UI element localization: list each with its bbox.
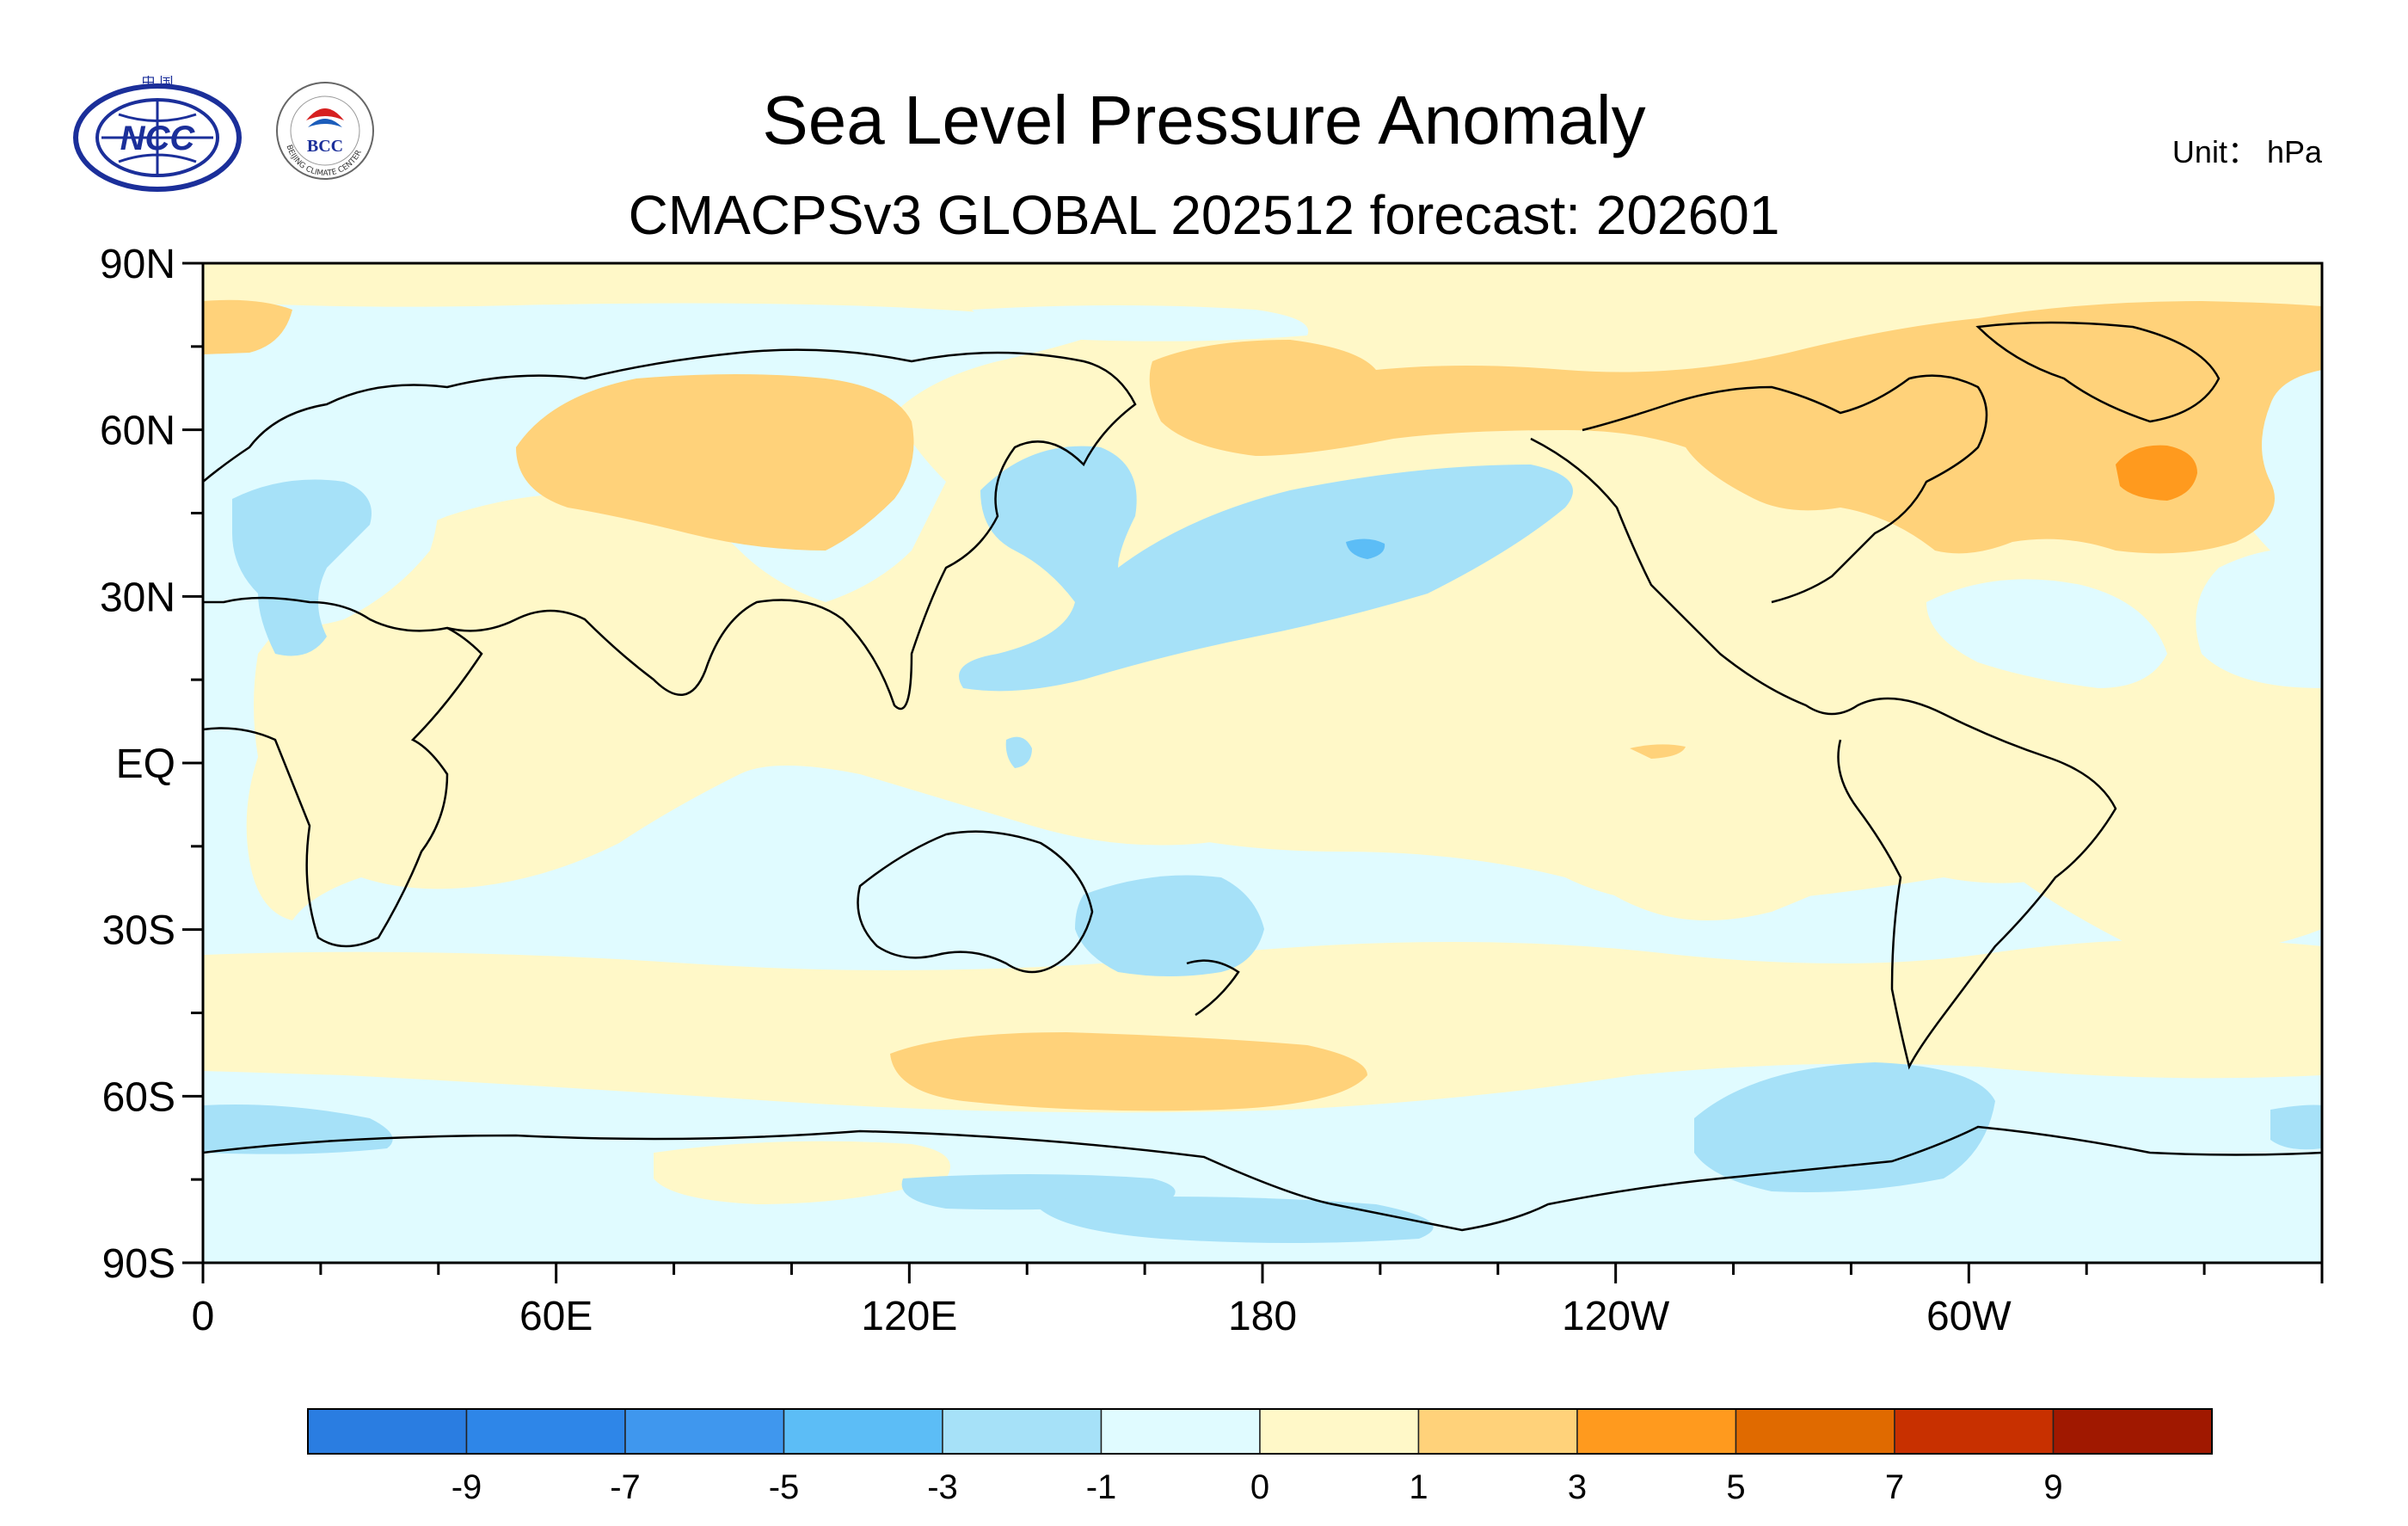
colorbar-label: -3 xyxy=(927,1468,958,1506)
negative-3-regions xyxy=(203,446,2322,1243)
lat-tick-label: 30S xyxy=(102,908,175,954)
lon-tick-label: 120W xyxy=(1562,1294,1670,1339)
colorbar-swatch xyxy=(1894,1408,2055,1455)
lon-tick-label: 120E xyxy=(861,1294,957,1339)
lat-tick-label: 30N xyxy=(100,575,175,620)
coastlines xyxy=(203,321,2322,1232)
colorbar-swatch xyxy=(1100,1408,1261,1455)
colorbar-label: 5 xyxy=(1726,1468,1745,1506)
ncc-logo-top-text: 中 国 xyxy=(141,76,173,89)
longitude-axis: 0 60E 120E 180 120W 60W xyxy=(192,1263,2324,1339)
colorbar-swatch xyxy=(624,1408,785,1455)
lon-tick-label: 0 xyxy=(192,1294,215,1339)
page-title: Sea Level Pressure Anomaly xyxy=(762,82,1646,158)
colorbar-swatch xyxy=(1576,1408,1737,1455)
negative-5-core xyxy=(1346,538,1385,559)
ncc-logo: NCC 中 国 xyxy=(73,76,242,192)
colorbar-label: -9 xyxy=(452,1468,482,1506)
bcc-logo-text: BCC xyxy=(307,137,343,156)
colorbar-swatch xyxy=(1417,1408,1578,1455)
anomaly-field xyxy=(203,263,2322,1263)
colorbar-label: 9 xyxy=(2043,1468,2062,1506)
latitude-axis: 90N 60N 30N EQ 30S 60S 90S xyxy=(100,242,203,1287)
colorbar-label: 0 xyxy=(1250,1468,1269,1506)
colorbar-swatch xyxy=(465,1408,626,1455)
lon-tick-label: 60W xyxy=(1926,1294,2012,1339)
colorbar-swatch xyxy=(942,1408,1103,1455)
lat-tick-label: 60S xyxy=(102,1074,175,1120)
lat-tick-label: EQ xyxy=(116,741,175,787)
colorbar-swatch xyxy=(1735,1408,1895,1455)
unit-label: Unit： hPa xyxy=(2172,134,2322,169)
colorbar-frame xyxy=(307,1408,2213,1455)
lon-tick-label: 60E xyxy=(519,1294,593,1339)
colorbar: -9 -7 -5 -3 -1 0 1 3 5 7 9 xyxy=(307,1408,2213,1506)
colorbar-swatch xyxy=(1259,1408,1420,1455)
colorbar-swatch xyxy=(307,1408,468,1455)
colorbar-swatch xyxy=(2052,1408,2213,1455)
colorbar-label: -5 xyxy=(769,1468,800,1506)
page-subtitle: CMACPSv3 GLOBAL 202512 forecast: 202601 xyxy=(628,184,1780,246)
colorbar-label: -7 xyxy=(610,1468,641,1506)
colorbar-label: 1 xyxy=(1409,1468,1428,1506)
lat-tick-label: 90N xyxy=(100,242,175,287)
colorbar-swatch xyxy=(783,1408,943,1455)
bcc-logo: BCC BEIJING CLIMATE CENTER xyxy=(276,82,374,180)
positive-5-core xyxy=(2116,445,2197,501)
colorbar-label: 7 xyxy=(1885,1468,1904,1506)
colorbar-label: -1 xyxy=(1086,1468,1117,1506)
colorbar-label: 3 xyxy=(1568,1468,1587,1506)
lat-tick-label: 90S xyxy=(102,1241,175,1287)
ncc-logo-text: NCC xyxy=(120,120,196,157)
lon-tick-label: 180 xyxy=(1228,1294,1297,1339)
lat-tick-label: 60N xyxy=(100,409,175,454)
